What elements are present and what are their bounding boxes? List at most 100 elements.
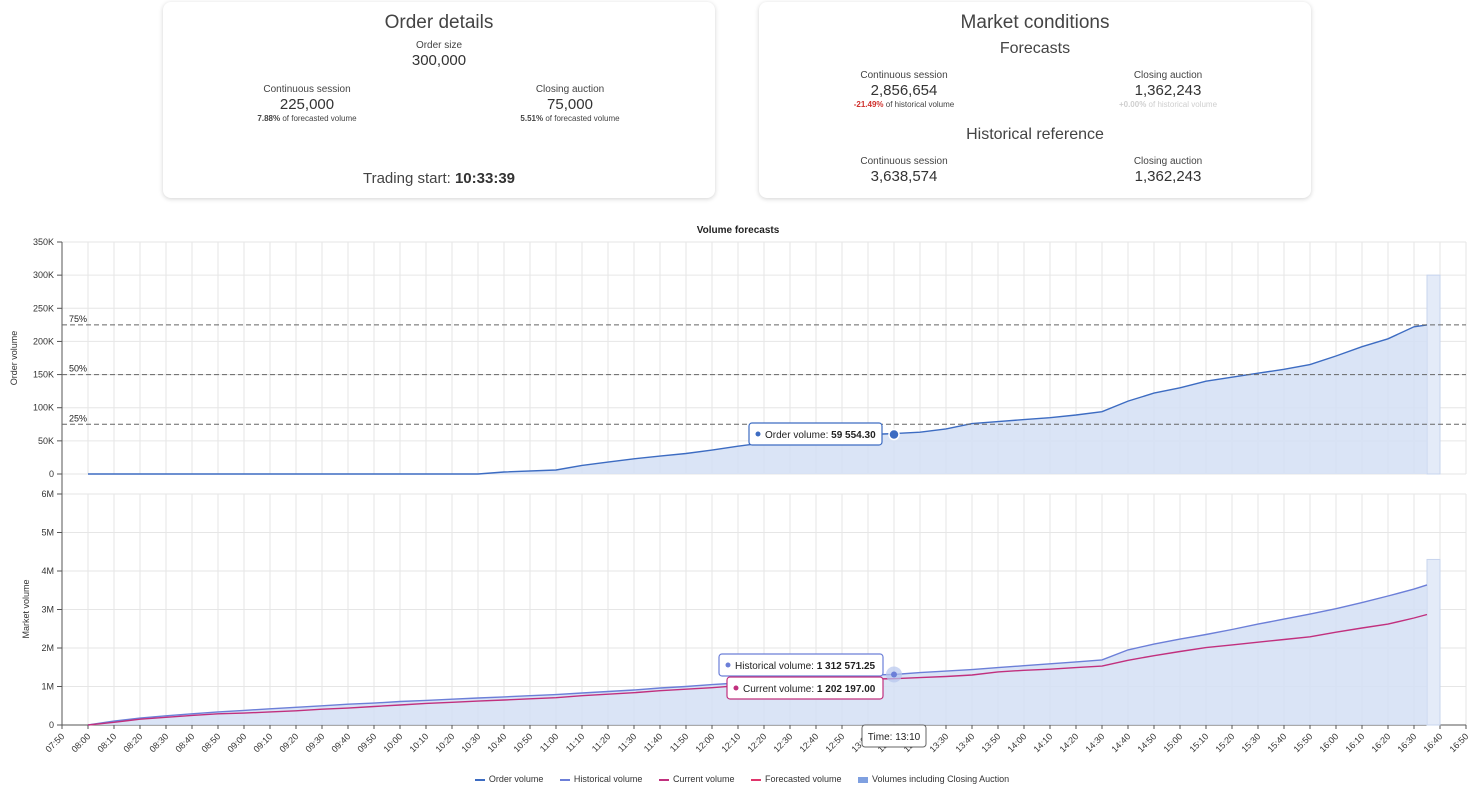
- historical-continuous-label: Continuous session: [860, 156, 948, 167]
- x-tick-label: 11:50: [668, 731, 691, 754]
- legend-label: Volumes including Closing Auction: [872, 774, 1010, 784]
- order-volume-series-line: [88, 324, 1428, 475]
- x-tick-label: 07:50: [43, 731, 66, 754]
- legend-item-forecasted-volume[interactable]: Forecasted volume: [750, 774, 842, 784]
- historical-continuous-stat: Continuous session 3,638,574: [789, 156, 1019, 185]
- x-tick-label: 15:10: [1187, 731, 1210, 754]
- legend-label: Current volume: [672, 774, 735, 784]
- x-tick-label: 11:20: [590, 731, 613, 754]
- x-tick-label: 15:40: [1265, 731, 1288, 754]
- closing-auction-stat: Closing auction 75,000 5.51% of forecast…: [455, 84, 685, 123]
- continuous-session-stat: Continuous session 225,000 7.88% of fore…: [192, 84, 422, 123]
- market-volume-axis-tick-label: 1M: [41, 682, 54, 692]
- order-volume-axis-tick-label: 350K: [33, 237, 54, 247]
- x-tick-label: 09:10: [251, 731, 274, 754]
- tooltip-swatch: [725, 662, 731, 668]
- legend-item-historical-volume[interactable]: Historical volume: [559, 774, 643, 784]
- historical-closing-stat: Closing auction 1,362,243: [1053, 156, 1283, 185]
- reference-line-label: 50%: [69, 364, 87, 374]
- x-tick-label: 16:00: [1317, 731, 1340, 754]
- x-tick-label: 10:50: [511, 731, 534, 754]
- continuous-session-pct: 7.88%: [257, 114, 281, 123]
- historical-reference-title: Historical reference: [966, 126, 1104, 143]
- order-volume-tooltip: Order volume: 59 554.30: [748, 422, 883, 446]
- x-tick-label: 08:30: [147, 731, 170, 754]
- order-volume-hover-marker: [888, 428, 900, 441]
- order-volume-series-area: [88, 324, 1427, 474]
- order-size-value: 300,000: [411, 52, 467, 69]
- legend-swatch: [474, 778, 485, 781]
- tooltip-swatch: [733, 685, 739, 691]
- x-tick-label: 11:10: [564, 731, 587, 754]
- forecast-closing-stat: Closing auction 1,362,243 +0.00% of hist…: [1053, 70, 1283, 109]
- order-volume-axis-tick-label: 200K: [33, 336, 54, 346]
- legend-label: Historical volume: [573, 774, 643, 784]
- tooltip-box: [718, 653, 884, 677]
- x-tick-label: 11:30: [616, 731, 639, 754]
- x-tick-label: 08:10: [95, 731, 118, 754]
- current-volume-tooltip: Current volume: 1 202 197.00: [726, 676, 884, 700]
- x-tick-label: 10:20: [433, 731, 456, 754]
- legend-item-closing-auction[interactable]: Volumes including Closing Auction: [858, 774, 1009, 784]
- order-volume-axis-tick-label: 50K: [38, 436, 54, 446]
- x-tick-label: 15:50: [1291, 731, 1314, 754]
- market-volume-axis-title: Market volume: [21, 579, 31, 638]
- closing-auction-pct: 5.51%: [520, 114, 544, 123]
- market-volume-axis-tick-label: 4M: [41, 566, 54, 576]
- forecast-continuous-stat: Continuous session 2,856,654 -21.49% of …: [789, 70, 1019, 109]
- order-volume-axis-title: Order volume: [9, 331, 19, 386]
- x-tick-label: 16:20: [1369, 731, 1392, 754]
- continuous-session-value: 225,000: [279, 96, 335, 113]
- x-tick-label: 14:40: [1109, 731, 1132, 754]
- x-tick-label: 14:20: [1057, 731, 1080, 754]
- legend-item-current-volume[interactable]: Current volume: [658, 774, 735, 784]
- tooltip-text: Current volume: 1 202 197.00: [743, 684, 876, 695]
- chart-legend: Order volume Historical volume Current v…: [0, 774, 1484, 784]
- legend-swatch: [658, 778, 669, 781]
- continuous-session-label: Continuous session: [263, 84, 351, 95]
- x-tick-label: 10:10: [407, 731, 430, 754]
- order-size-stat: Order size 300,000: [324, 40, 554, 69]
- tooltip-text: Historical volume: 1 312 571.25: [735, 661, 876, 672]
- x-tick-label: 15:00: [1161, 731, 1184, 754]
- x-tick-label: 14:30: [1083, 731, 1106, 754]
- market-volume-axis-tick-label: 6M: [41, 489, 54, 499]
- market-volume-axis-tick-label: 5M: [41, 528, 54, 538]
- order-volume-axis-tick-label: 150K: [33, 370, 54, 380]
- x-tick-label: 11:40: [642, 731, 665, 754]
- historical-volume-hover-marker: [891, 671, 897, 678]
- continuous-session-pct-text: of forecasted volume: [282, 114, 357, 123]
- trading-start-value: 10:33:39: [454, 170, 516, 187]
- historical-volume-series-area: [88, 584, 1427, 725]
- legend-swatch: [858, 776, 869, 783]
- order-volume-axis-tick-label: 100K: [33, 403, 54, 413]
- x-tick-label: 14:00: [1005, 731, 1028, 754]
- tooltip-box: [748, 422, 883, 446]
- market-conditions-title: Market conditions: [960, 12, 1110, 33]
- x-tick-label: 10:40: [485, 731, 508, 754]
- order-volume-axis-tick-label: 250K: [33, 303, 54, 313]
- volume-forecasts-chart[interactable]: Volume forecasts 0 50K 100K 150K 200K 250K 300K…: [0, 0, 1484, 770]
- x-tick-label: 12:00: [693, 731, 716, 754]
- forecast-continuous-label: Continuous session: [860, 70, 948, 81]
- order-size-label: Order size: [415, 40, 463, 51]
- historical-volume-tooltip: Historical volume: 1 312 571.25: [718, 653, 884, 677]
- closing-auction-pct-text: of forecasted volume: [545, 114, 620, 123]
- closing-auction-label: Closing auction: [535, 84, 605, 95]
- x-tick-label: 10:00: [381, 731, 404, 754]
- x-tick-label: 12:10: [719, 731, 742, 754]
- x-tick-label: 08:00: [69, 731, 92, 754]
- legend-swatch: [750, 778, 761, 781]
- forecast-continuous-value: 2,856,654: [870, 82, 938, 99]
- market-volume-axis-tick-label: 2M: [41, 643, 54, 653]
- tooltip-box: [861, 724, 927, 748]
- forecast-closing-label: Closing auction: [1133, 70, 1203, 81]
- legend-item-order-volume[interactable]: Order volume: [474, 774, 543, 784]
- order-volume-axis-tick-label: 300K: [33, 270, 54, 280]
- x-tick-label: 12:40: [797, 731, 820, 754]
- tooltip-box: [726, 676, 884, 700]
- chart-title: Volume forecasts: [697, 225, 780, 236]
- x-tick-label: 09:50: [355, 731, 378, 754]
- x-tick-label: 11:00: [538, 731, 561, 754]
- x-tick-label: 09:00: [225, 731, 248, 754]
